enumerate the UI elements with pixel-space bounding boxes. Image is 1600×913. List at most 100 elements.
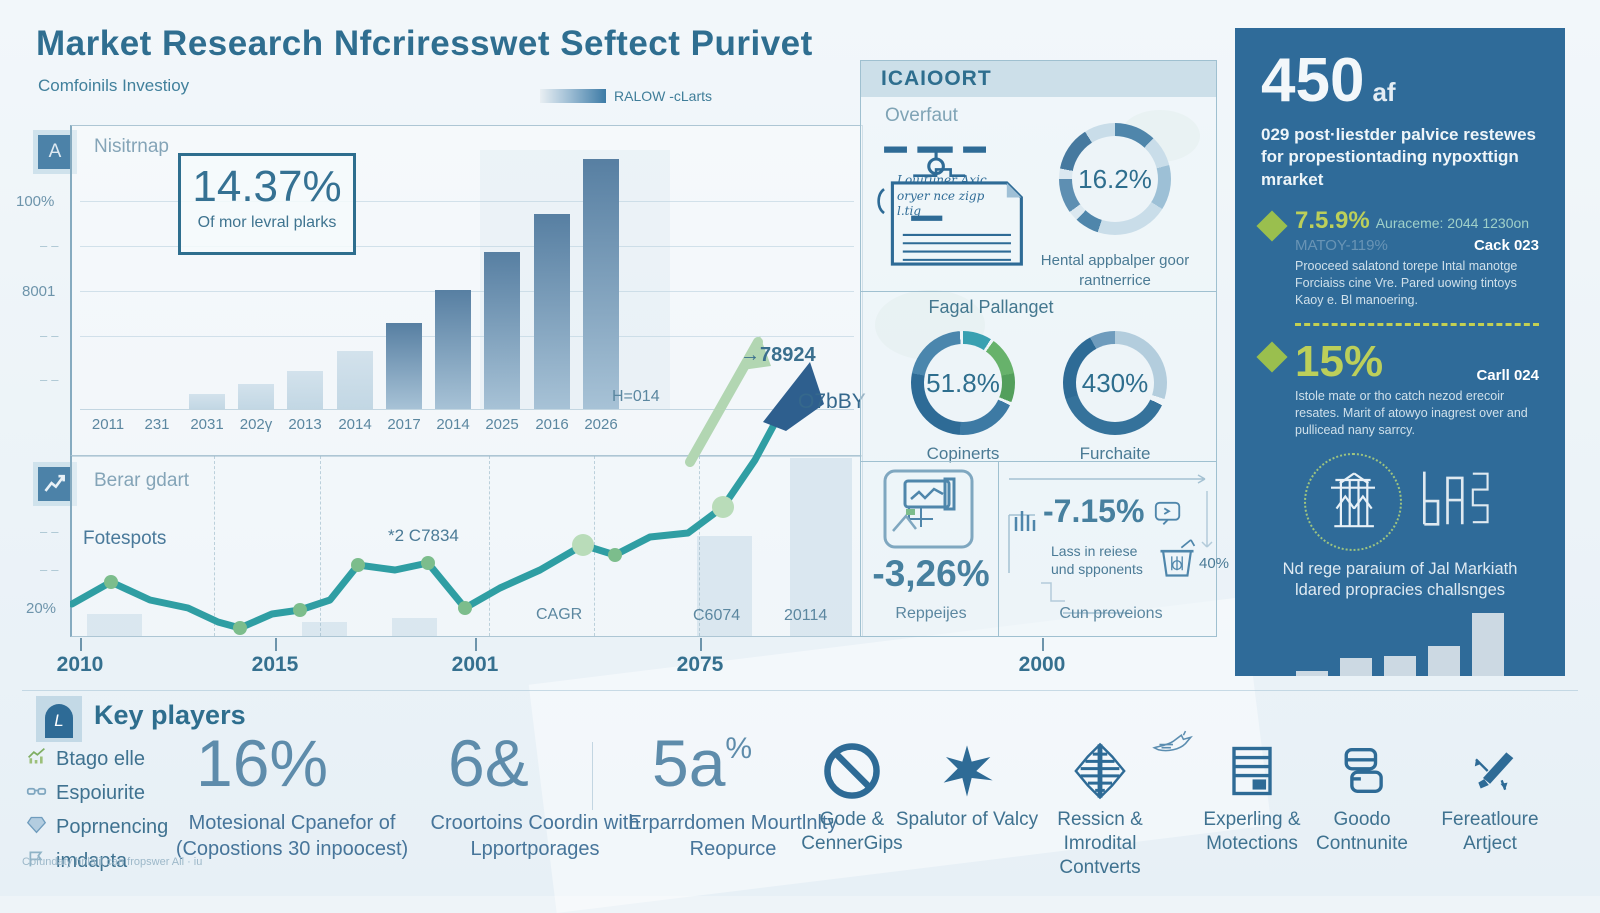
sidebar: 450 af 029 post·liestder palvice restewe… [1235, 28, 1565, 676]
key-players-list: Btago elle Espoiurite Poprnencing imdapta [26, 746, 168, 875]
bar [287, 371, 323, 409]
legend: RALOW -cLarts [540, 88, 712, 104]
mini-bar [1340, 658, 1372, 676]
report-panel: ICAIOORT Overfaut Loiutuner Axic oryer n… [860, 60, 1229, 637]
chart-annotation: 20114 [784, 607, 828, 624]
key-player-label: Espoiurite [56, 782, 145, 804]
y-tick-8001: 8001 [22, 283, 56, 300]
stat-value: 6& [448, 726, 529, 800]
bird-icon [1152, 730, 1194, 760]
copinerts-caption: Copinerts [926, 444, 1000, 463]
key-players-icon: L [36, 696, 82, 742]
bar [238, 384, 274, 409]
legend-label: RALOW -cLarts [614, 88, 713, 104]
chart-annotation: O7bBY [798, 390, 866, 413]
sidebar-mini-bar-chart [1261, 611, 1539, 676]
monitor-chart-icon [881, 467, 976, 556]
mini-bar [1384, 656, 1416, 676]
feature-label: Experling & Motections [1203, 809, 1301, 854]
axis-dash: –– [40, 328, 63, 343]
mini-bars-icon [1012, 507, 1040, 538]
page-subtitle: Comfoinils Investioy [38, 76, 190, 95]
highlight-stat-caption: Of mor levral plarks [197, 214, 337, 231]
left-cell-caption: Reppeijes [895, 605, 967, 622]
sidebar-item-1-faint: MATOY-119% [1295, 237, 1388, 255]
diamond-icon [1256, 210, 1288, 242]
sidebar-item-1-body: Prooceed salatond torepe Intal manotge F… [1295, 259, 1518, 308]
bar-x-label: 2014 [338, 416, 372, 433]
document-scroll-icon [871, 133, 1049, 294]
timeline-tick [80, 638, 82, 651]
document-note: Loiutuner Axic oryer nce zigp l.tig [897, 173, 1017, 220]
flag-icon [26, 848, 47, 875]
bar-x-label: 2013 [288, 416, 322, 433]
key-player-item: Btago elle [26, 746, 168, 773]
x-axis-line [80, 409, 854, 410]
right-cell-value: -7.15% [1043, 493, 1145, 529]
key-player-label: Poprnencing [56, 816, 169, 838]
overview-donut: 16.2% [1059, 123, 1171, 235]
zigzag-chart-icon [38, 467, 72, 501]
overview-donut-value: 16.2% [1078, 163, 1152, 194]
furchaite-donut: 430% [1063, 331, 1167, 435]
background-bar [790, 458, 852, 636]
bar [189, 394, 225, 409]
background-bar [302, 622, 347, 636]
axis-dash: –– [40, 524, 63, 539]
feature-label: Goodo Contnunite [1316, 809, 1408, 854]
bar [386, 323, 422, 409]
furchaite-caption: Furchaite [1079, 444, 1151, 463]
temple-emblem-icon [1304, 452, 1402, 551]
bar-x-label: 2031 [190, 416, 224, 433]
cards-icon [1287, 738, 1437, 804]
gem-icon [26, 814, 47, 841]
background-bar [392, 618, 437, 636]
gridline [80, 201, 854, 202]
bar-x-label: 2016 [535, 416, 569, 433]
feature-item: Experling & Motections [1177, 738, 1327, 856]
bar-chart-icon [26, 746, 47, 773]
bar-x-label: 2011 [91, 416, 125, 433]
stat-caption: Motesional Cpanefor of (Copostions 30 in… [175, 812, 409, 860]
baseline-note: H=014 [612, 388, 660, 405]
key-player-label: imdapta [56, 850, 128, 872]
diamond-icon [1256, 341, 1288, 373]
dashed-gridline [214, 456, 215, 636]
overview-label: Overfaut [885, 105, 958, 126]
feature-item: Goodo Contnunite [1287, 738, 1437, 856]
chart-annotation: 20% [26, 600, 57, 617]
chart-annotation: *2 C7834 [388, 526, 459, 545]
timeline-label: 2015 [251, 653, 299, 676]
no-sign-icon [777, 738, 927, 804]
background-bar [87, 614, 142, 636]
line-chart-panel [70, 455, 863, 637]
sidebar-item-1-note: Auraceme: 2044 1230on [1375, 215, 1530, 232]
highlight-stat-box: 14.37% Of mor levral plarks [178, 153, 356, 255]
timeline-label: 2001 [451, 653, 499, 676]
sidebar-item-1-pct: 7.5.9% [1295, 207, 1370, 235]
stat-caption: Erparrdomen Mourtlnlty Reopurce [628, 812, 838, 860]
bar [484, 252, 520, 409]
sidebar-footer-text: Nd rege paraium of Jal Markiath ldared p… [1282, 559, 1518, 599]
dashed-gridline [320, 456, 321, 636]
key-player-label: Btago elle [56, 748, 145, 770]
bar [583, 159, 619, 409]
timeline-tick [1042, 638, 1044, 651]
axis-dash: –– [40, 372, 63, 387]
axis-dash: –– [40, 562, 63, 577]
sidebar-item-2-pct: 15% [1295, 336, 1384, 386]
sidebar-item-2-tag: Carll 024 [1476, 366, 1539, 384]
mini-bar [1428, 646, 1460, 676]
timeline-tick [475, 638, 477, 651]
divider [861, 461, 1216, 462]
right-cell-badge: 40% [1199, 555, 1230, 572]
sidebar-intro: 029 post·liestder palvice restewes for p… [1261, 125, 1536, 189]
sidebar-big-stat: 450 af [1261, 50, 1539, 112]
main-bar-chart-panel: 14.37% Of mor levral plarks 2011 231 2031 2… [70, 125, 863, 457]
sidebar-item-2-body: Istole mate or tho catch nezod erecoir r… [1295, 388, 1528, 437]
feature-item: Gode & CennerGips [777, 738, 927, 856]
arch-l-icon: L [45, 704, 73, 738]
document-note-line: Loiutuner Axic [897, 173, 987, 187]
copinerts-donut: 51.8% [911, 331, 1015, 435]
